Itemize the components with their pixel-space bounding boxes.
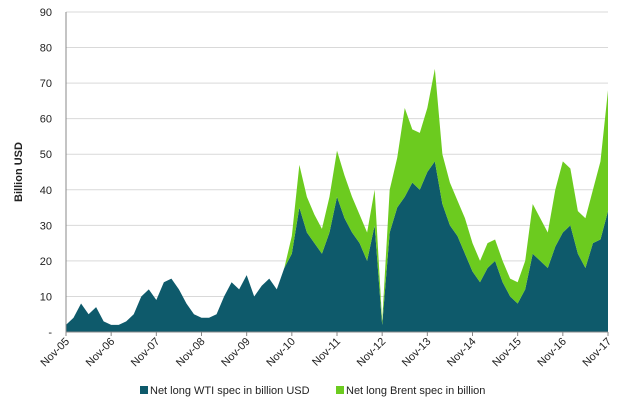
y-tick-label: - [48, 327, 52, 339]
x-tick-label: Nov-11 [310, 336, 343, 369]
x-tick-label: Nov-15 [490, 336, 524, 370]
legend-swatch [140, 386, 148, 394]
area [66, 68, 608, 325]
x-tick-label: Nov-08 [174, 336, 208, 370]
x-tick-label: Nov-07 [129, 336, 163, 370]
legend-label: Net long Brent spec in billion [346, 385, 485, 397]
y-tick-label: 40 [40, 185, 52, 197]
y-tick-label: 90 [40, 7, 52, 19]
x-tick-label: Nov-13 [400, 336, 434, 370]
y-tick-label: 10 [40, 291, 52, 303]
y-tick-label: 30 [40, 220, 52, 232]
legend-swatch [336, 386, 344, 394]
x-tick-label: Nov-14 [445, 336, 479, 370]
y-axis-label: Billion USD [13, 142, 25, 202]
x-tick-label: Nov-05 [39, 336, 73, 370]
y-tick-label: 60 [40, 114, 52, 126]
x-tick-label: Nov-16 [535, 336, 569, 370]
x-tick-label: Nov-17 [581, 336, 615, 370]
x-tick-label: Nov-06 [84, 336, 118, 370]
x-tick-label: Nov-09 [219, 336, 253, 370]
y-tick-label: 70 [40, 78, 52, 90]
x-tick-label: Nov-12 [355, 336, 389, 370]
y-tick-label: 80 [40, 43, 52, 55]
area [66, 161, 608, 332]
y-tick-label: 50 [40, 149, 52, 161]
y-tick-label: 20 [40, 256, 52, 268]
legend-label: Net long WTI spec in billion USD [150, 385, 310, 397]
x-tick-label: Nov-10 [264, 336, 298, 370]
